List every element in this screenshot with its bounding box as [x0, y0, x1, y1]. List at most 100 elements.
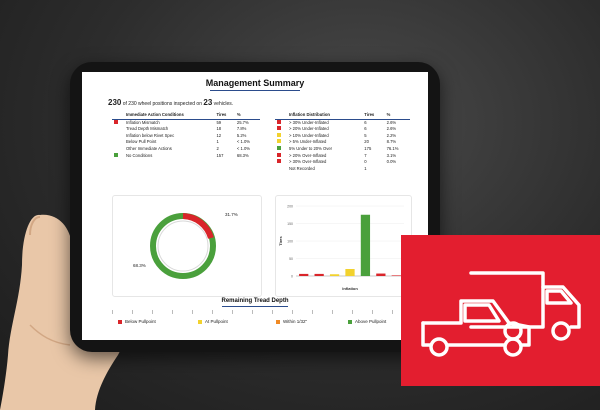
- row-label: 5% Under to 20% Over: [289, 145, 333, 151]
- table-row: Other Immediate Actions 2 < 1.0%: [112, 146, 260, 153]
- row-label: > 30% Under-Inflated: [289, 119, 329, 125]
- tread-title-underline: [222, 306, 288, 307]
- row-tires: 157: [216, 152, 224, 158]
- table-row: No Conditions 157 68.3%: [112, 152, 260, 160]
- row-tires: 7: [364, 152, 367, 158]
- hand-image: [0, 214, 122, 410]
- row-tires: 12: [216, 132, 222, 138]
- row-tires: 59: [216, 119, 222, 125]
- legend-item: Below Pullpoint: [118, 319, 156, 324]
- bar: [391, 275, 401, 276]
- bar: [345, 269, 355, 276]
- tablet-device: Management Summary 230 of 230 wheel posi…: [70, 62, 440, 352]
- row-pct: < 1.0%: [236, 145, 251, 151]
- donut-panel: 31.7% 68.3%: [112, 195, 262, 297]
- row-pct: 7.8%: [236, 126, 247, 132]
- row-tires: 6: [364, 126, 367, 132]
- row-pct: 2.2%: [386, 132, 397, 138]
- inflation-distribution-table: Inflation Distribution Tires % > 30% Und…: [275, 112, 410, 172]
- row-pct: 3.1%: [386, 152, 397, 158]
- donut-label-left: 68.3%: [133, 263, 146, 268]
- tablet-screen: Management Summary 230 of 230 wheel posi…: [82, 72, 428, 340]
- table-header: %: [384, 112, 410, 120]
- status-swatch: [277, 126, 281, 131]
- table-header-row: Immediate Action Conditions Tires %: [112, 112, 260, 120]
- status-swatch: [277, 119, 281, 124]
- y-tick-label: 200: [287, 205, 293, 209]
- donut-segment-red: [182, 213, 214, 239]
- row-label: > 5% Under-Inflated: [289, 139, 327, 145]
- legend-item: Above Pullpoint: [348, 319, 386, 324]
- row-tires: 6: [364, 119, 367, 125]
- y-tick-label: 50: [289, 257, 293, 261]
- y-tick-label: 100: [287, 240, 293, 244]
- fleet-trucks-badge: [401, 235, 600, 386]
- row-pct: 2.6%: [386, 126, 397, 132]
- row-label: > 10% Under-Inflated: [289, 132, 329, 138]
- tread-title: Remaining Tread Depth: [221, 298, 289, 304]
- tread-axis: [112, 308, 413, 318]
- donut-label-top: 31.7%: [225, 212, 238, 217]
- row-pct: 5.2%: [236, 132, 247, 138]
- table-row: Not Recorded 1: [275, 166, 410, 173]
- table-header-row: Inflation Distribution Tires %: [275, 112, 410, 120]
- donut-chart: 31.7% 68.3%: [133, 212, 238, 279]
- row-tires: 175: [364, 145, 372, 151]
- row-tires: 2: [216, 145, 219, 151]
- title-underline: [210, 90, 300, 91]
- bar: [329, 274, 340, 276]
- table-header: Tires: [362, 112, 385, 120]
- table-row: 5% Under to 20% Over 175 76.1%: [275, 145, 410, 153]
- row-pct: 76.1%: [386, 145, 399, 151]
- table-row: > 20% Over-Inflated 7 3.1%: [275, 152, 410, 160]
- table-row: Below Pull Point 1 < 1.0%: [112, 139, 260, 146]
- inspection-summary: 230 of 230 wheel positions inspected on …: [108, 98, 233, 107]
- row-pct: 0.0%: [386, 159, 397, 165]
- bar: [360, 214, 371, 276]
- y-tick-label: 150: [287, 222, 293, 226]
- row-label: > 30% Over-Inflated: [289, 159, 327, 165]
- row-tires: 1: [364, 165, 367, 171]
- legend-item: At Pullpoint: [198, 319, 228, 324]
- y-axis-label: Tires: [278, 235, 283, 245]
- legend-item: Within 1/32": [276, 319, 307, 324]
- row-pct: 8.7%: [386, 139, 397, 145]
- summary-count: 230: [108, 98, 122, 107]
- row-tires: 5: [364, 132, 367, 138]
- table-header: Inflation Distribution: [287, 112, 363, 120]
- bar: [314, 273, 324, 276]
- table-header: Immediate Action Conditions: [124, 112, 215, 120]
- status-swatch: [277, 145, 281, 150]
- summary-suffix: vehicles.: [213, 101, 234, 107]
- inflation-chart-panel: 0 50 100 150 200 Tires Inflation: [275, 195, 412, 297]
- trucks-icon: [421, 271, 581, 357]
- row-tires: 1: [216, 139, 219, 145]
- row-label: > 20% Under-Inflated: [289, 126, 329, 132]
- row-pct: < 1.0%: [236, 139, 251, 145]
- row-label: Below Pull Point: [126, 139, 157, 145]
- table-row: Tread Depth Mismatch 18 7.8%: [112, 126, 260, 133]
- row-tires: 0: [364, 159, 367, 165]
- status-swatch: [277, 139, 281, 144]
- table-row: > 30% Over-Inflated 0 0.0%: [275, 159, 410, 166]
- bar: [299, 273, 309, 276]
- status-swatch: [114, 119, 118, 124]
- row-pct: 2.6%: [386, 119, 397, 125]
- row-pct: [385, 166, 410, 173]
- summary-vehicles: 23: [203, 98, 213, 107]
- summary-text: of 230 wheel positions inspected on: [122, 101, 202, 107]
- bar: [376, 273, 386, 276]
- y-tick-label: 0: [291, 275, 293, 279]
- table-row: > 5% Under-Inflated 20 8.7%: [275, 139, 410, 146]
- table-header: Tires: [214, 112, 235, 120]
- status-swatch: [277, 132, 281, 137]
- row-label: Not Recorded: [289, 165, 315, 171]
- table-header: %: [234, 112, 260, 120]
- row-label: Other Immediate Actions: [126, 145, 172, 151]
- status-swatch: [277, 159, 281, 164]
- row-label: Inflation below Rivet Spec: [126, 132, 175, 138]
- table-row: > 30% Under-Inflated 6 2.6%: [275, 119, 410, 126]
- report-title: Management Summary: [205, 78, 305, 88]
- row-pct: 25.7%: [236, 119, 249, 125]
- status-swatch: [277, 152, 281, 157]
